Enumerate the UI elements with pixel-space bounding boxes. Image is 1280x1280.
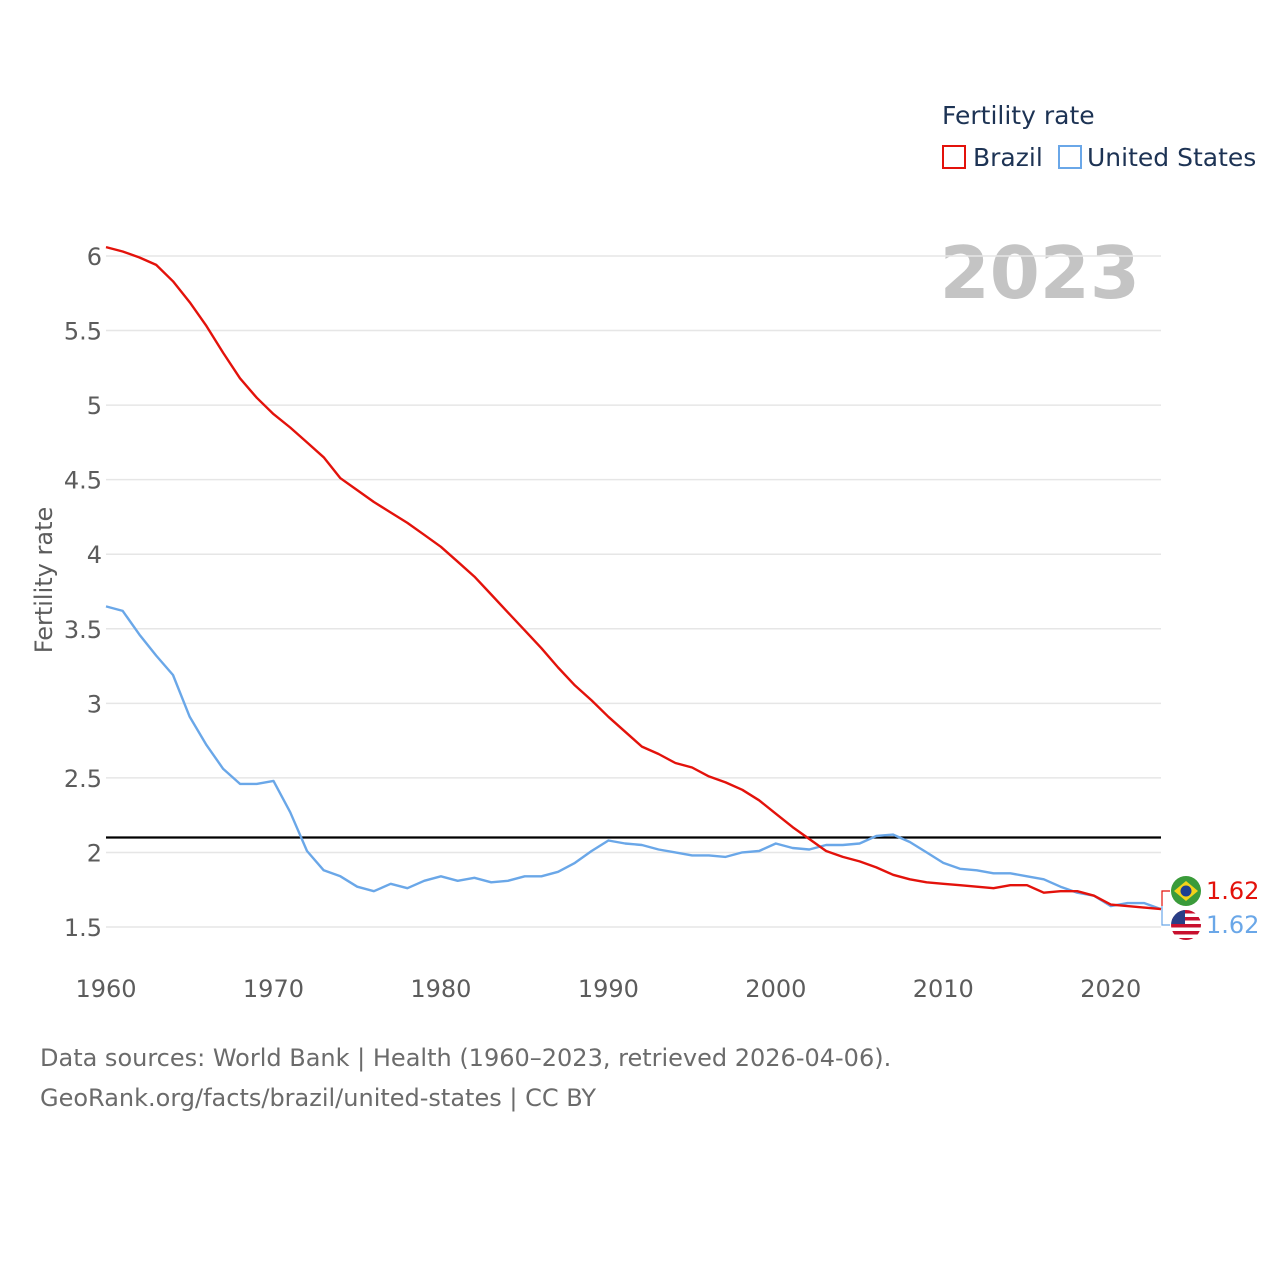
y-tick-label: 5.5 bbox=[64, 318, 102, 346]
y-tick-label: 4 bbox=[87, 541, 102, 569]
series-lines bbox=[105, 245, 1162, 911]
y-axis-label: Fertility rate bbox=[30, 507, 58, 654]
x-tick-label: 2020 bbox=[1080, 975, 1141, 1003]
legend-item-united-states[interactable]: United States bbox=[1058, 143, 1256, 172]
x-tick-label: 1990 bbox=[578, 975, 639, 1003]
gridlines bbox=[106, 255, 1161, 928]
x-axis-ticks: 1960 1970 1980 1990 2000 2010 2020 bbox=[75, 975, 1141, 1003]
x-tick-label: 1970 bbox=[243, 975, 304, 1003]
legend-title: Fertility rate bbox=[942, 101, 1095, 130]
legend-swatch-united-states bbox=[1058, 145, 1082, 169]
series-line-united-states[interactable] bbox=[105, 605, 1162, 911]
y-axis-ticks: 1.5 2 2.5 3 3.5 4 4.5 5 5.5 6 bbox=[64, 243, 102, 942]
legend-swatch-brazil bbox=[942, 145, 966, 169]
y-tick-label: 3.5 bbox=[64, 616, 102, 644]
us-end-value: 1.62 bbox=[1206, 911, 1259, 939]
source-url-link[interactable]: GeoRank.org/facts/brazil/united-states |… bbox=[40, 1084, 597, 1112]
series-line-brazil[interactable] bbox=[105, 245, 1162, 911]
brazil-connector bbox=[1161, 890, 1170, 906]
y-tick-label: 3 bbox=[87, 690, 102, 718]
brazil-end-value: 1.62 bbox=[1206, 877, 1259, 905]
legend-label-united-states: United States bbox=[1087, 143, 1256, 172]
year-watermark: 2023 bbox=[940, 231, 1140, 315]
y-tick-label: 2 bbox=[87, 839, 102, 867]
us-connector bbox=[1161, 906, 1170, 926]
brazil-flag-icon bbox=[1171, 876, 1201, 906]
y-tick-label: 6 bbox=[87, 243, 102, 271]
x-tick-label: 1960 bbox=[75, 975, 136, 1003]
legend-label-brazil: Brazil bbox=[973, 143, 1043, 172]
data-source-note: Data sources: World Bank | Health (1960–… bbox=[40, 1044, 892, 1072]
y-tick-label: 2.5 bbox=[64, 765, 102, 793]
legend-item-brazil[interactable]: Brazil bbox=[942, 143, 1043, 172]
end-markers: 1.62 1.62 bbox=[1161, 876, 1259, 940]
y-tick-label: 1.5 bbox=[64, 914, 102, 942]
y-tick-label: 4.5 bbox=[64, 467, 102, 495]
fertility-chart: Fertility rate Brazil United States 2023… bbox=[30, 101, 1259, 1003]
x-tick-label: 1980 bbox=[410, 975, 471, 1003]
y-tick-label: 5 bbox=[87, 392, 102, 420]
legend: Fertility rate Brazil United States bbox=[942, 101, 1256, 172]
us-flag-icon bbox=[1171, 910, 1201, 940]
x-tick-label: 2010 bbox=[913, 975, 974, 1003]
x-tick-label: 2000 bbox=[745, 975, 806, 1003]
